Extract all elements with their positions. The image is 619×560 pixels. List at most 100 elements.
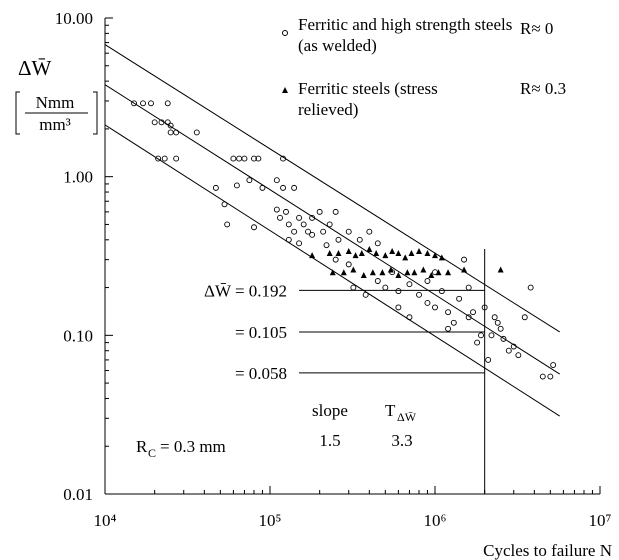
circle-point bbox=[233, 182, 240, 189]
circle-point bbox=[285, 236, 292, 243]
circle-point bbox=[273, 206, 280, 213]
fit-line bbox=[104, 44, 560, 333]
circle-point bbox=[161, 155, 168, 162]
triangle-point bbox=[402, 254, 409, 261]
triangle-point bbox=[420, 266, 427, 273]
circle-point bbox=[291, 184, 298, 191]
x-tick-label: 10⁶ bbox=[424, 511, 447, 530]
triangle-point bbox=[461, 266, 468, 273]
annotation: R bbox=[136, 437, 148, 456]
annotation: = 0.3 mm bbox=[160, 437, 226, 456]
circle-point bbox=[148, 100, 154, 107]
circle-point bbox=[309, 214, 316, 221]
circle-point bbox=[259, 184, 266, 191]
triangle-point bbox=[408, 250, 415, 257]
circle-point bbox=[547, 373, 554, 380]
triangle-point bbox=[335, 250, 342, 257]
circle-point bbox=[456, 295, 463, 302]
circle-point bbox=[151, 119, 158, 126]
circle-point bbox=[491, 314, 498, 321]
circle-point bbox=[485, 356, 492, 363]
circle-point bbox=[305, 228, 311, 235]
circle-point bbox=[550, 362, 557, 368]
reference-label: = 0.058 bbox=[235, 364, 287, 383]
circle-point bbox=[406, 314, 413, 321]
circle-point bbox=[478, 332, 484, 339]
triangle-point bbox=[366, 246, 373, 253]
circle-point bbox=[335, 236, 342, 243]
circle-point bbox=[273, 177, 280, 184]
triangle-point bbox=[358, 250, 365, 257]
annotation: 1.5 bbox=[319, 431, 340, 450]
circle-point bbox=[450, 319, 457, 326]
x-tick-label: 10⁷ bbox=[589, 511, 612, 530]
annotation: ΔW̄ bbox=[397, 410, 417, 424]
circle-point bbox=[326, 221, 333, 228]
circle-point bbox=[424, 278, 431, 284]
annotation: C bbox=[148, 446, 156, 460]
circle-point bbox=[416, 291, 422, 298]
circle-point bbox=[465, 284, 472, 291]
circle-point bbox=[438, 288, 445, 295]
annotation: slope bbox=[312, 401, 348, 420]
circle-point bbox=[481, 304, 488, 311]
circle-point bbox=[193, 129, 200, 136]
circle-point bbox=[461, 256, 468, 263]
circle-point bbox=[488, 332, 495, 339]
x-tick-label: 10⁴ bbox=[94, 511, 117, 530]
bracket bbox=[15, 91, 98, 135]
reference-label: ΔW̄ = 0.192 bbox=[204, 281, 287, 300]
circle-point bbox=[320, 228, 327, 235]
circle-point bbox=[356, 236, 363, 243]
circle-point bbox=[140, 100, 146, 107]
circle-point bbox=[515, 352, 522, 359]
reference-label: = 0.105 bbox=[235, 323, 287, 342]
circle-point bbox=[230, 155, 237, 162]
triangle-point bbox=[309, 252, 316, 259]
triangle-point bbox=[432, 252, 438, 259]
circle-point bbox=[494, 319, 501, 326]
circle-point bbox=[280, 155, 287, 162]
triangle-point bbox=[379, 269, 386, 276]
circle-point bbox=[131, 100, 138, 107]
circle-point bbox=[510, 343, 517, 350]
circle-point bbox=[432, 304, 438, 311]
triangle-point bbox=[373, 250, 380, 257]
circle-point bbox=[382, 284, 389, 291]
circle-point bbox=[277, 214, 283, 221]
y-tick-label: 1.00 bbox=[63, 168, 93, 187]
circle-point bbox=[164, 100, 171, 107]
y-unit: mm³ bbox=[39, 115, 71, 134]
fit-line bbox=[104, 84, 560, 375]
triangle-point bbox=[395, 272, 402, 279]
circle-point bbox=[366, 228, 373, 235]
circle-point bbox=[406, 281, 413, 288]
triangle-point bbox=[404, 269, 411, 276]
circle-point bbox=[221, 201, 228, 208]
circle-point bbox=[173, 155, 180, 162]
annotation: 3.3 bbox=[391, 431, 412, 450]
triangle-point bbox=[428, 272, 435, 279]
circle-point bbox=[332, 256, 339, 263]
legend-entry: Ferritic and high strength steels (as we… bbox=[298, 15, 513, 55]
triangle-point bbox=[326, 250, 333, 257]
circle-point bbox=[255, 155, 262, 162]
circle-point bbox=[362, 291, 369, 298]
circle-point bbox=[505, 347, 512, 354]
circle-point bbox=[316, 208, 323, 215]
circle-point bbox=[246, 177, 253, 184]
circle-point bbox=[296, 240, 303, 247]
triangle-point bbox=[350, 266, 357, 273]
circle-point bbox=[241, 155, 248, 162]
triangle-point bbox=[369, 269, 376, 276]
circle-point bbox=[474, 339, 481, 346]
y-tick-label: 0.01 bbox=[63, 485, 93, 504]
circle-point bbox=[323, 242, 330, 249]
circle-point bbox=[345, 261, 352, 268]
circle-point bbox=[224, 221, 231, 228]
circle-point bbox=[158, 119, 165, 126]
x-label: Cycles to failure N bbox=[483, 541, 612, 560]
legend-marker bbox=[282, 30, 288, 36]
x-tick-label: 10⁵ bbox=[259, 511, 282, 530]
circle-point bbox=[251, 224, 257, 231]
